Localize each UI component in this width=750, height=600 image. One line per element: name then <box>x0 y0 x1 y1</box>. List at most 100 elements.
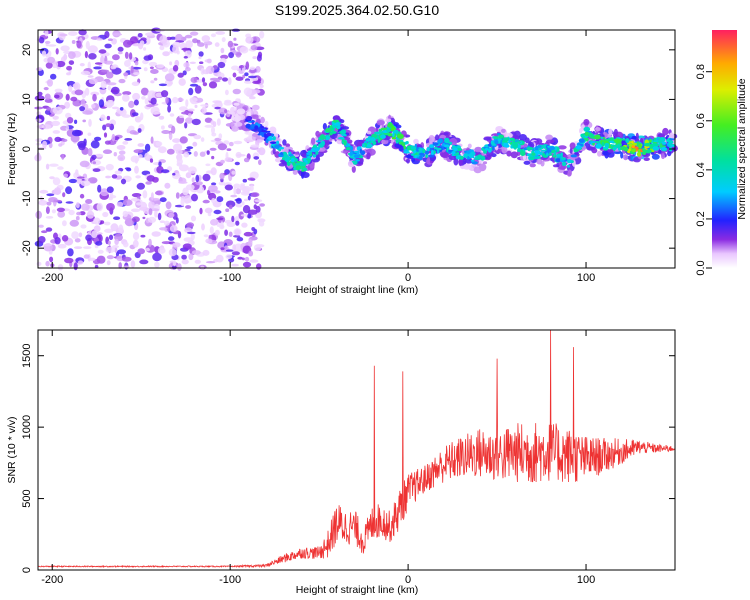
noise-speckle <box>225 89 229 96</box>
noise-speckle <box>64 101 70 109</box>
ridge-peak <box>259 131 264 136</box>
chart-title: S199.2025.364.02.50.G10 <box>275 2 439 18</box>
noise-speckle <box>110 89 119 93</box>
noise-speckle <box>253 156 260 160</box>
noise-speckle <box>142 216 146 220</box>
noise-speckle <box>126 168 132 172</box>
noise-speckle <box>73 262 78 271</box>
noise-speckle <box>92 93 97 102</box>
ridge-halo <box>607 149 614 153</box>
ridge-peak <box>567 159 572 164</box>
ridge-peak <box>312 154 317 158</box>
noise-speckle <box>258 159 262 166</box>
noise-speckle <box>41 124 52 130</box>
noise-speckle <box>80 98 86 107</box>
ridge-peak <box>459 155 464 160</box>
ridge-halo <box>613 128 619 137</box>
ridge-peak <box>268 135 272 138</box>
noise-speckle <box>138 154 143 159</box>
noise-speckle <box>204 117 213 123</box>
noise-speckle <box>95 241 103 246</box>
noise-speckle <box>179 115 184 118</box>
ridge-peak <box>642 147 646 152</box>
ridge-peak <box>425 154 428 159</box>
noise-speckle <box>239 65 244 69</box>
ridge-halo <box>482 161 488 165</box>
noise-speckle <box>85 234 92 242</box>
noise-speckle <box>45 163 50 170</box>
noise-speckle <box>136 182 145 190</box>
noise-speckle <box>188 87 194 96</box>
noise-speckle <box>251 104 260 111</box>
ridge-peak <box>604 143 610 148</box>
ridge-peak <box>600 136 604 139</box>
noise-speckle <box>148 208 153 216</box>
noise-speckle <box>220 247 225 251</box>
ridge-peak <box>494 139 499 145</box>
ridge-peak <box>456 148 463 152</box>
ridge-peak <box>431 150 434 155</box>
ridge-halo <box>292 169 298 175</box>
noise-speckle <box>132 66 142 70</box>
noise-speckle <box>200 104 209 107</box>
noise-speckle <box>249 183 255 187</box>
noise-speckle <box>250 144 260 148</box>
colorbar-tick-label: 0.0 <box>695 260 707 275</box>
ridge-halo <box>474 146 483 153</box>
noise-speckle <box>104 30 110 39</box>
noise-speckle <box>189 31 199 36</box>
ridge-peak <box>388 127 392 130</box>
ridge-peak <box>570 154 577 158</box>
ridge-peak <box>330 127 335 131</box>
snr-frame <box>37 329 676 571</box>
noise-speckle <box>206 58 212 64</box>
noise-speckle <box>202 199 210 204</box>
noise-speckle <box>57 166 64 170</box>
noise-speckle <box>195 174 200 183</box>
noise-speckle <box>134 61 139 66</box>
spectrogram-x-label: Height of straight line (km) <box>296 284 419 296</box>
ridge-peak <box>270 141 277 144</box>
noise-speckle <box>137 248 145 255</box>
ridge-halo <box>252 133 259 137</box>
noise-speckle <box>82 119 86 123</box>
noise-speckle <box>249 185 254 192</box>
noise-speckle <box>131 81 140 87</box>
noise-speckle <box>194 259 201 264</box>
noise-speckle <box>168 212 175 218</box>
noise-speckle <box>84 87 90 96</box>
noise-speckle <box>68 60 75 65</box>
noise-speckle <box>61 153 65 160</box>
noise-speckle <box>45 206 50 214</box>
y-tick-label: -20 <box>21 240 33 256</box>
noise-speckle <box>204 207 213 214</box>
ridge-halo <box>586 146 596 151</box>
ridge-halo <box>310 137 316 145</box>
noise-speckle <box>83 246 92 250</box>
ridge-peak <box>561 161 567 167</box>
noise-speckle <box>211 198 216 204</box>
noise-speckle <box>83 254 90 259</box>
noise-speckle <box>122 94 130 102</box>
noise-speckle <box>190 215 197 222</box>
ridge-peak <box>443 144 450 148</box>
noise-speckle <box>56 207 65 212</box>
noise-speckle <box>153 77 158 81</box>
noise-speckle <box>249 96 256 100</box>
noise-speckle <box>132 232 140 241</box>
noise-speckle <box>218 181 226 186</box>
noise-speckle <box>68 85 73 92</box>
noise-speckle <box>240 214 250 217</box>
noise-speckle <box>233 37 237 41</box>
ridge-peak <box>397 133 404 139</box>
ridge-halo <box>510 151 518 159</box>
ridge-peak <box>245 123 251 129</box>
noise-speckle <box>103 221 111 226</box>
noise-speckle <box>187 166 197 174</box>
ridge-peak <box>265 130 271 133</box>
noise-speckle <box>219 172 225 180</box>
x-tick-label: -200 <box>41 574 63 586</box>
noise-speckle <box>214 42 220 47</box>
noise-speckle <box>175 217 179 224</box>
y-tick-label: -10 <box>21 191 33 207</box>
